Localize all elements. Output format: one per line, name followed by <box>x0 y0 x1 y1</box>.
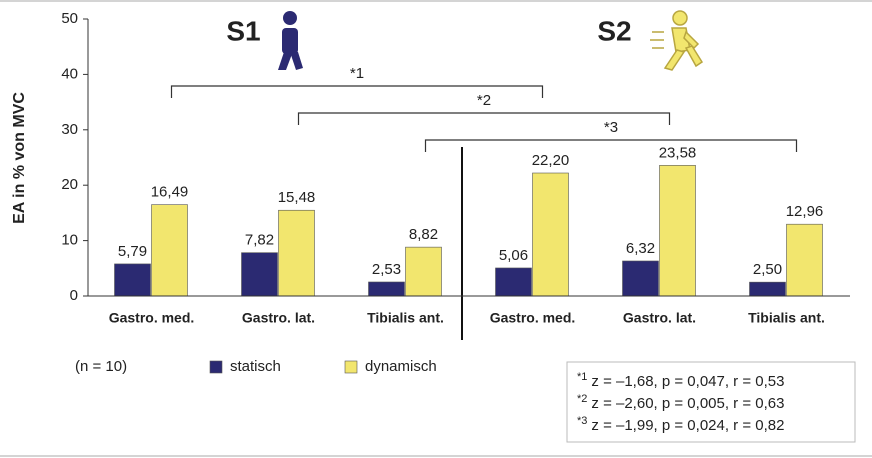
bracket <box>297 112 671 125</box>
group-label: S2 <box>597 15 631 46</box>
value-label: 5,79 <box>118 243 147 260</box>
legend-label: statisch <box>230 358 281 375</box>
bar <box>368 281 405 297</box>
x-tick-label: Tibialis ant. <box>367 310 444 326</box>
legend-swatch <box>344 360 358 374</box>
value-label: 6,32 <box>626 240 655 257</box>
bar <box>532 172 569 297</box>
bar <box>151 204 188 297</box>
legend-swatch <box>209 360 223 374</box>
value-label: 16,49 <box>151 184 189 201</box>
value-label: 2,53 <box>372 261 401 278</box>
x-tick-label: Gastro. lat. <box>242 310 315 326</box>
bar <box>495 267 532 297</box>
bar <box>786 223 823 297</box>
bracket-label: *1 <box>350 65 364 82</box>
stat-marker: *3 <box>577 415 587 427</box>
bar <box>622 260 659 297</box>
value-label: 2,50 <box>753 261 782 278</box>
bracket-label: *3 <box>604 119 618 136</box>
note: (n = 10) <box>75 358 127 375</box>
stat-marker: *2 <box>577 393 587 405</box>
x-tick-label: Gastro. lat. <box>623 310 696 326</box>
bar <box>659 165 696 297</box>
value-label: 8,82 <box>409 226 438 243</box>
x-tick-label: Gastro. med. <box>109 310 195 326</box>
y-tick-label: 10 <box>61 232 78 249</box>
value-label: 12,96 <box>786 203 824 220</box>
y-tick-label: 40 <box>61 65 78 82</box>
x-tick-label: Tibialis ant. <box>748 310 825 326</box>
stat-line: *2 z = –2,60, p = 0,005, r = 0,63 <box>577 393 784 412</box>
group-label: S1 <box>226 15 260 46</box>
value-label: 15,48 <box>278 189 316 206</box>
value-label: 5,06 <box>499 247 528 264</box>
stat-text: z = –1,99, p = 0,024, r = 0,82 <box>591 417 784 434</box>
stat-marker: *1 <box>577 371 587 383</box>
stat-line: *3 z = –1,99, p = 0,024, r = 0,82 <box>577 415 784 434</box>
y-tick-label: 50 <box>61 10 78 27</box>
bracket-label: *2 <box>477 92 491 109</box>
icon-run <box>650 10 704 71</box>
value-label: 7,82 <box>245 232 274 249</box>
y-axis-label: EA in % von MVC <box>11 92 28 224</box>
bracket <box>424 139 798 152</box>
value-label: 23,58 <box>659 144 697 161</box>
bar <box>114 263 151 297</box>
stat-text: z = –2,60, p = 0,005, r = 0,63 <box>591 395 784 412</box>
icon-walk <box>278 11 303 70</box>
y-tick-label: 0 <box>70 287 78 304</box>
y-tick-label: 20 <box>61 176 78 193</box>
stat-text: z = –1,68, p = 0,047, r = 0,53 <box>591 373 784 390</box>
bar <box>241 252 278 297</box>
bar <box>278 209 315 297</box>
bar <box>749 281 786 297</box>
y-tick-label: 30 <box>61 121 78 138</box>
stat-line: *1 z = –1,68, p = 0,047, r = 0,53 <box>577 371 784 390</box>
legend-label: dynamisch <box>365 358 437 375</box>
value-label: 22,20 <box>532 152 570 169</box>
x-tick-label: Gastro. med. <box>490 310 576 326</box>
bar <box>405 246 442 297</box>
stats-box <box>566 361 856 443</box>
bracket <box>170 85 544 98</box>
